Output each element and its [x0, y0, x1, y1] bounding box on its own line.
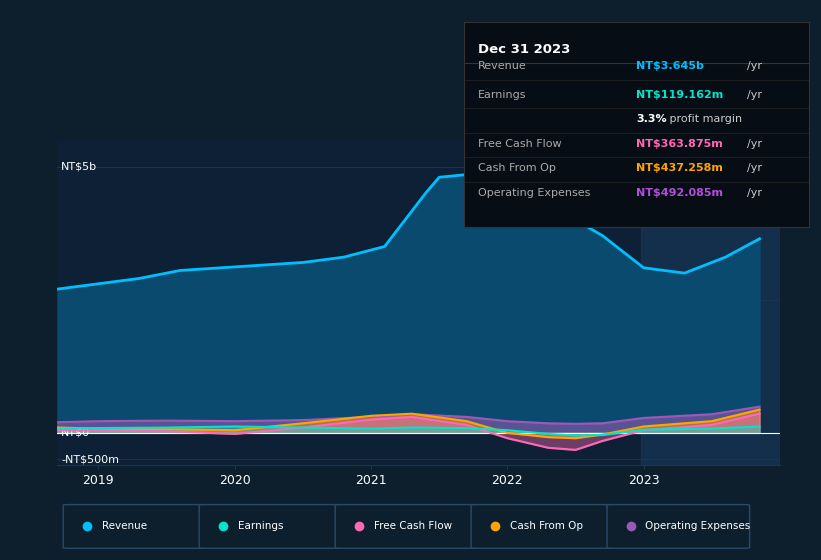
FancyBboxPatch shape [200, 505, 342, 548]
Text: Free Cash Flow: Free Cash Flow [374, 521, 452, 531]
Text: Cash From Op: Cash From Op [510, 521, 583, 531]
Text: /yr: /yr [746, 61, 762, 71]
FancyBboxPatch shape [607, 505, 750, 548]
Text: -NT$500m: -NT$500m [61, 455, 119, 464]
Text: Operating Expenses: Operating Expenses [645, 521, 750, 531]
Text: Dec 31 2023: Dec 31 2023 [478, 43, 570, 56]
Text: NT$3.645b: NT$3.645b [636, 61, 704, 71]
Text: /yr: /yr [746, 139, 762, 149]
FancyBboxPatch shape [63, 505, 206, 548]
Text: /yr: /yr [746, 188, 762, 198]
FancyBboxPatch shape [335, 505, 478, 548]
Text: Free Cash Flow: Free Cash Flow [478, 139, 562, 149]
Text: /yr: /yr [746, 90, 762, 100]
Text: /yr: /yr [746, 164, 762, 174]
Text: NT$0: NT$0 [61, 428, 90, 438]
Text: NT$119.162m: NT$119.162m [636, 90, 723, 100]
Text: profit margin: profit margin [666, 114, 741, 124]
Bar [641, 140, 780, 465]
Text: 3.3%: 3.3% [636, 114, 667, 124]
Text: NT$492.085m: NT$492.085m [636, 188, 723, 198]
Text: Operating Expenses: Operating Expenses [478, 188, 590, 198]
Text: NT$5b: NT$5b [61, 162, 97, 171]
Text: Earnings: Earnings [237, 521, 283, 531]
FancyBboxPatch shape [471, 505, 613, 548]
Text: Cash From Op: Cash From Op [478, 164, 556, 174]
Text: Revenue: Revenue [102, 521, 147, 531]
Text: Revenue: Revenue [478, 61, 526, 71]
Text: NT$363.875m: NT$363.875m [636, 139, 723, 149]
Text: Earnings: Earnings [478, 90, 526, 100]
Text: NT$437.258m: NT$437.258m [636, 164, 723, 174]
